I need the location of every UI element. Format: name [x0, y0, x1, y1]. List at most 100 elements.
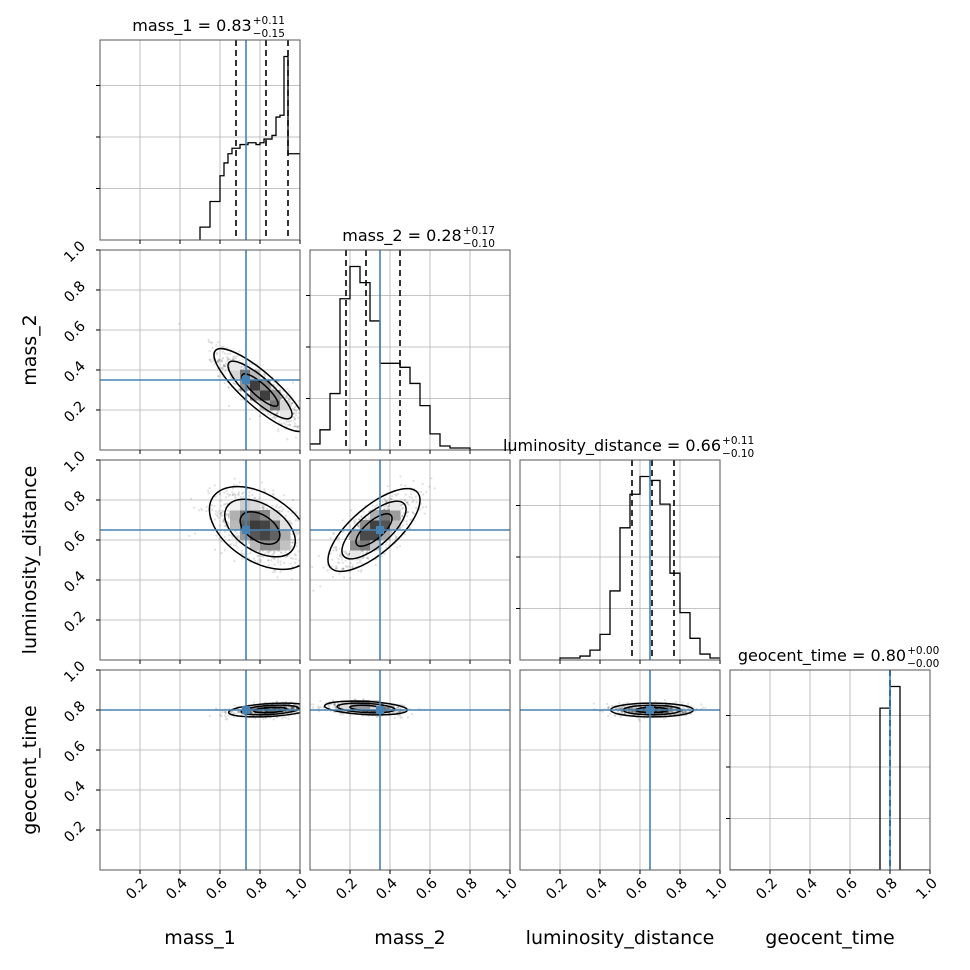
sample-point	[284, 555, 287, 558]
sample-point	[357, 569, 360, 573]
sample-point	[319, 706, 322, 709]
sample-point	[224, 718, 227, 721]
sample-point	[387, 706, 390, 709]
sample-point	[375, 504, 378, 507]
sample-point	[348, 565, 351, 568]
contour-line	[341, 500, 407, 560]
sample-point	[614, 714, 617, 717]
sample-point	[330, 565, 334, 568]
sample-point	[229, 711, 232, 714]
sample-point	[275, 412, 278, 415]
sample-point	[623, 712, 626, 715]
sample-point	[223, 352, 226, 355]
sample-point	[237, 534, 240, 537]
sample-point	[253, 496, 257, 500]
sample-point	[277, 430, 280, 433]
sample-point	[347, 565, 350, 568]
sample-point	[223, 365, 226, 368]
sample-point	[296, 425, 299, 428]
panel-frame	[99, 249, 301, 451]
sample-point	[292, 706, 295, 709]
sample-point	[205, 505, 208, 508]
sample-point	[285, 396, 288, 400]
sample-point	[383, 497, 386, 500]
sample-point	[291, 541, 295, 544]
sample-point	[276, 576, 279, 579]
sample-point	[273, 550, 276, 554]
sample-point	[218, 509, 221, 512]
scatter-panel-luminosity_distance-vs-geocent_time: 0.2 0.4 0.6 0.8 1.0	[519, 669, 731, 903]
sample-point	[290, 545, 293, 548]
sample-point	[394, 536, 398, 539]
sample-point	[406, 500, 409, 503]
sample-point	[220, 359, 223, 363]
sample-point	[317, 435, 319, 437]
sample-point	[344, 559, 347, 562]
sample-point	[272, 414, 276, 418]
density-block	[370, 700, 381, 711]
panel-content	[310, 460, 510, 660]
sample-point	[262, 372, 266, 376]
sample-point	[395, 535, 398, 539]
histogram-panel-luminosity_distance: luminosity_distance = 0.66 +0.11−0.10	[503, 435, 754, 664]
sample-point	[401, 524, 404, 527]
sample-point	[336, 561, 340, 564]
histogram-panel-mass_2: mass_2 = 0.28 +0.17−0.10	[306, 225, 511, 454]
sample-point	[344, 552, 347, 555]
sample-point	[397, 706, 400, 709]
sample-point	[223, 711, 227, 714]
sample-point	[286, 387, 289, 390]
sample-point	[411, 500, 414, 504]
sample-point	[233, 355, 236, 358]
sample-point	[281, 508, 285, 511]
sample-point	[334, 707, 338, 710]
sample-point	[210, 341, 214, 344]
density-block	[230, 520, 241, 531]
sample-point	[237, 492, 240, 496]
sample-point	[208, 487, 211, 490]
density-block	[370, 530, 381, 541]
sample-point	[317, 705, 320, 708]
sample-point	[383, 705, 386, 709]
sample-point	[220, 552, 223, 555]
y-tick-label: 0.2	[61, 398, 89, 426]
sample-point	[334, 566, 337, 569]
sample-point	[408, 526, 411, 529]
sample-point	[227, 386, 230, 390]
sample-point	[284, 514, 287, 518]
scatter-panel-mass_2-vs-geocent_time: 0.2 0.4 0.6 0.8 1.0	[309, 669, 521, 903]
sample-point	[362, 510, 365, 513]
sample-point	[293, 706, 296, 709]
sample-point	[356, 561, 359, 565]
sample-point	[399, 710, 402, 713]
sample-point	[319, 585, 322, 588]
sample-point	[304, 708, 306, 710]
sample-point	[340, 556, 344, 559]
sample-point	[312, 703, 315, 706]
sample-point	[395, 494, 398, 497]
sample-point	[361, 550, 364, 553]
panel-content	[100, 250, 319, 450]
histogram-step-mass_2	[310, 265, 510, 450]
sample-point	[220, 714, 223, 718]
panel-content	[100, 670, 306, 870]
sample-point	[339, 713, 342, 716]
sample-point	[349, 576, 352, 580]
sample-point	[406, 510, 409, 514]
sample-point	[227, 494, 230, 497]
sample-point	[269, 414, 272, 417]
sample-point	[263, 373, 266, 376]
sample-point	[311, 566, 314, 569]
sample-point	[221, 345, 224, 348]
sample-point	[312, 589, 315, 592]
sample-point	[385, 707, 388, 710]
sample-point	[387, 497, 391, 500]
sample-point	[346, 553, 349, 557]
sample-point	[277, 506, 281, 509]
sample-point	[221, 711, 224, 714]
sample-point	[290, 538, 293, 541]
sample-point	[401, 710, 404, 713]
contour-line	[253, 706, 287, 714]
sample-point	[342, 567, 345, 571]
sample-point	[403, 484, 407, 487]
